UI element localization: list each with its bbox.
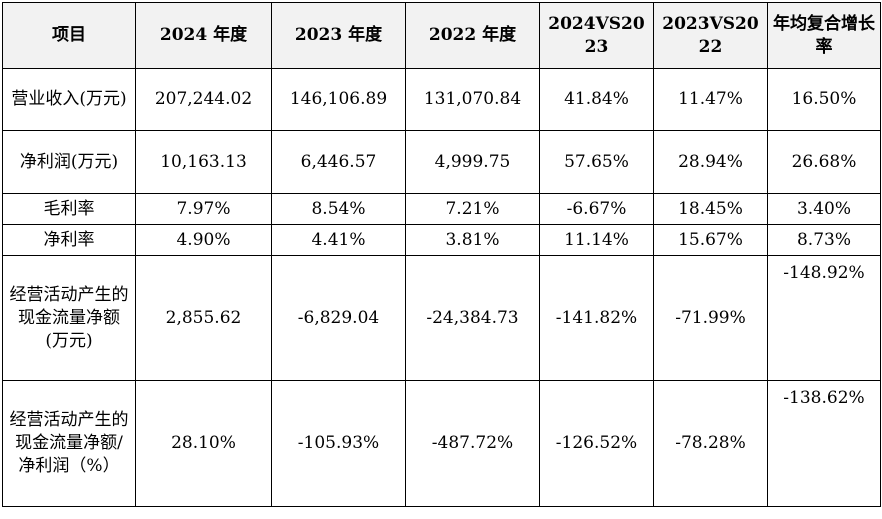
table-cell: -141.82% bbox=[539, 255, 654, 381]
table-cell: -148.92% bbox=[767, 255, 881, 381]
table-cell: 4.90% bbox=[135, 224, 272, 256]
table-row: 营业收入(万元) 207,244.02 146,106.89 131,070.8… bbox=[2, 68, 881, 131]
row-label: 经营活动产生的现金流量净额/净利润（%） bbox=[2, 380, 136, 507]
header-2023vs2022: 2023VS2022 bbox=[653, 2, 768, 69]
table-cell: -24,384.73 bbox=[405, 255, 540, 381]
table-cell: -487.72% bbox=[405, 380, 540, 507]
table-cell: 4.41% bbox=[271, 224, 406, 256]
table-cell: 28.10% bbox=[135, 380, 272, 507]
table-row: 毛利率 7.97% 8.54% 7.21% -6.67% 18.45% 3.40… bbox=[2, 193, 881, 225]
table-cell: 4,999.75 bbox=[405, 130, 540, 194]
table-cell: -6,829.04 bbox=[271, 255, 406, 381]
table-cell: 8.73% bbox=[767, 224, 881, 256]
table-row: 净利润(万元) 10,163.13 6,446.57 4,999.75 57.6… bbox=[2, 130, 881, 194]
table-cell: 6,446.57 bbox=[271, 130, 406, 194]
table-cell: -78.28% bbox=[653, 380, 768, 507]
table-cell: 8.54% bbox=[271, 193, 406, 225]
table-cell: 41.84% bbox=[539, 68, 654, 131]
table-cell: 2,855.62 bbox=[135, 255, 272, 381]
row-label: 营业收入(万元) bbox=[2, 68, 136, 131]
row-label: 毛利率 bbox=[2, 193, 136, 225]
table-cell: 207,244.02 bbox=[135, 68, 272, 131]
table-cell: -6.67% bbox=[539, 193, 654, 225]
header-row: 项目 2024 年度 2023 年度 2022 年度 2024VS2023 20… bbox=[2, 2, 881, 69]
table-cell: -126.52% bbox=[539, 380, 654, 507]
row-label: 经营活动产生的现金流量净额(万元) bbox=[2, 255, 136, 381]
header-2024: 2024 年度 bbox=[135, 2, 272, 69]
table-cell: 16.50% bbox=[767, 68, 881, 131]
table-cell: 26.68% bbox=[767, 130, 881, 194]
header-2024vs2023: 2024VS2023 bbox=[539, 2, 654, 69]
table-cell: 11.47% bbox=[653, 68, 768, 131]
table-cell: -138.62% bbox=[767, 380, 881, 507]
table-cell: 3.40% bbox=[767, 193, 881, 225]
table-cell: 18.45% bbox=[653, 193, 768, 225]
table-cell: 28.94% bbox=[653, 130, 768, 194]
table-cell: 7.97% bbox=[135, 193, 272, 225]
table-cell: 11.14% bbox=[539, 224, 654, 256]
row-label: 净利率 bbox=[2, 224, 136, 256]
row-label: 净利润(万元) bbox=[2, 130, 136, 194]
table-cell: 7.21% bbox=[405, 193, 540, 225]
table-cell: 15.67% bbox=[653, 224, 768, 256]
financial-table: 项目 2024 年度 2023 年度 2022 年度 2024VS2023 20… bbox=[2, 2, 881, 507]
table-cell: 131,070.84 bbox=[405, 68, 540, 131]
header-2022: 2022 年度 bbox=[405, 2, 540, 69]
table-cell: 3.81% bbox=[405, 224, 540, 256]
table-cell: -71.99% bbox=[653, 255, 768, 381]
header-cagr: 年均复合增长率 bbox=[767, 2, 881, 69]
table-row: 经营活动产生的现金流量净额(万元) 2,855.62 -6,829.04 -24… bbox=[2, 255, 881, 381]
header-2023: 2023 年度 bbox=[271, 2, 406, 69]
header-item: 项目 bbox=[2, 2, 136, 69]
table-cell: 10,163.13 bbox=[135, 130, 272, 194]
table-cell: 146,106.89 bbox=[271, 68, 406, 131]
table-cell: -105.93% bbox=[271, 380, 406, 507]
table-cell: 57.65% bbox=[539, 130, 654, 194]
table-row: 净利率 4.90% 4.41% 3.81% 11.14% 15.67% 8.73… bbox=[2, 224, 881, 256]
table-row: 经营活动产生的现金流量净额/净利润（%） 28.10% -105.93% -48… bbox=[2, 380, 881, 507]
